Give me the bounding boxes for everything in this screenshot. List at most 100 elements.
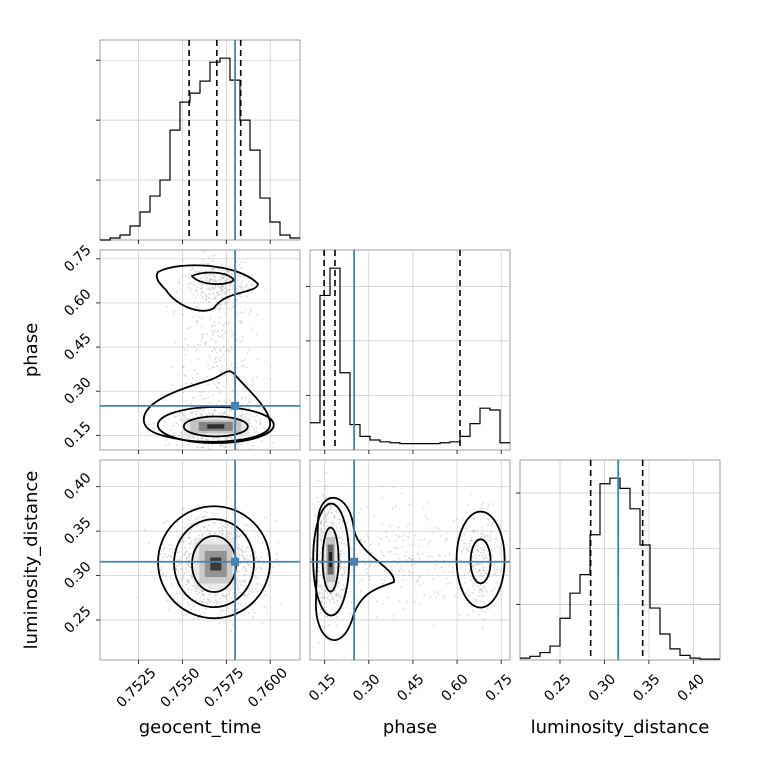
sample-point bbox=[175, 592, 178, 595]
sample-point bbox=[320, 539, 322, 542]
sample-point bbox=[479, 506, 482, 509]
sample-point bbox=[333, 602, 336, 605]
sample-point bbox=[346, 521, 349, 524]
sample-point bbox=[472, 563, 474, 566]
sample-point bbox=[311, 503, 314, 505]
sample-point bbox=[439, 535, 442, 537]
sample-point bbox=[189, 438, 192, 441]
sample-point bbox=[220, 534, 223, 537]
sample-point bbox=[227, 323, 230, 326]
sample-point bbox=[468, 542, 471, 545]
x-tick-label: 0.30 bbox=[350, 671, 383, 704]
sample-point bbox=[241, 280, 244, 283]
sample-point bbox=[201, 437, 204, 440]
sample-point bbox=[477, 570, 480, 573]
sample-point bbox=[383, 579, 386, 582]
sample-point bbox=[244, 286, 246, 289]
sample-point bbox=[360, 539, 363, 542]
sample-point bbox=[333, 505, 336, 508]
sample-point bbox=[188, 543, 190, 545]
sample-point bbox=[203, 342, 206, 345]
sample-point bbox=[221, 286, 224, 288]
sample-point bbox=[475, 600, 478, 603]
sample-point bbox=[379, 538, 382, 540]
sample-point bbox=[314, 549, 317, 552]
sample-point bbox=[437, 527, 440, 530]
x-tick-label: 0.25 bbox=[541, 671, 574, 704]
sample-point bbox=[246, 555, 248, 557]
sample-point bbox=[257, 559, 260, 562]
sample-point bbox=[250, 274, 253, 276]
sample-point bbox=[198, 281, 201, 284]
sample-point bbox=[188, 553, 191, 555]
sample-point bbox=[211, 329, 213, 332]
sample-point bbox=[238, 586, 240, 589]
panel-frame-geocent_time-luminosity_distance bbox=[99, 459, 301, 661]
sample-point bbox=[220, 287, 223, 289]
sample-point bbox=[461, 539, 464, 542]
sample-point bbox=[493, 564, 495, 567]
sample-point bbox=[329, 592, 331, 594]
sample-point bbox=[195, 413, 197, 415]
sample-point bbox=[340, 567, 343, 569]
sample-point bbox=[478, 591, 481, 594]
sample-point bbox=[238, 554, 240, 556]
sample-point bbox=[206, 414, 209, 417]
sample-point bbox=[207, 364, 209, 366]
sample-point bbox=[188, 559, 191, 562]
sample-point bbox=[252, 591, 254, 594]
histogram-luminosity_distance bbox=[520, 477, 720, 660]
sample-point bbox=[224, 399, 227, 402]
sample-point bbox=[235, 362, 238, 365]
sample-point bbox=[487, 607, 489, 610]
sample-point bbox=[227, 323, 230, 325]
y-tick-label: 0.60 bbox=[61, 286, 94, 319]
sample-point bbox=[193, 437, 195, 439]
sample-point bbox=[185, 382, 187, 385]
sample-point bbox=[487, 504, 490, 507]
sample-point bbox=[200, 276, 203, 279]
sample-point bbox=[330, 511, 333, 514]
sample-point bbox=[423, 538, 426, 541]
sample-point bbox=[484, 572, 487, 575]
sample-point bbox=[425, 572, 428, 574]
sample-point bbox=[381, 522, 383, 525]
sample-point bbox=[467, 603, 470, 606]
sample-point bbox=[397, 536, 400, 539]
sample-point bbox=[174, 567, 177, 570]
sample-point bbox=[478, 595, 480, 597]
sample-point bbox=[235, 298, 238, 301]
sample-point bbox=[177, 373, 180, 376]
sample-point bbox=[208, 301, 210, 304]
sample-point bbox=[232, 284, 234, 287]
sample-point bbox=[481, 595, 484, 598]
sample-point bbox=[199, 528, 201, 531]
sample-point bbox=[194, 290, 197, 292]
sample-point bbox=[408, 523, 411, 526]
sample-point bbox=[322, 531, 324, 534]
sample-point bbox=[261, 622, 264, 624]
sample-point bbox=[358, 581, 361, 584]
sample-point bbox=[181, 508, 184, 511]
sample-point bbox=[339, 595, 342, 598]
sample-point bbox=[254, 587, 257, 590]
sample-point bbox=[226, 414, 229, 417]
sample-point bbox=[164, 420, 167, 423]
sample-point bbox=[235, 443, 238, 445]
sample-point bbox=[243, 556, 246, 559]
sample-point bbox=[390, 550, 392, 553]
sample-point bbox=[217, 381, 220, 384]
sample-point bbox=[248, 401, 250, 403]
sample-point bbox=[211, 334, 214, 337]
density-cell bbox=[329, 552, 333, 568]
sample-point bbox=[411, 564, 413, 567]
sample-point bbox=[240, 295, 242, 298]
sample-point bbox=[187, 273, 190, 276]
sample-point bbox=[194, 297, 197, 299]
sample-point bbox=[370, 551, 373, 554]
sample-point bbox=[195, 349, 198, 351]
sample-point bbox=[218, 400, 221, 403]
sample-point bbox=[228, 350, 230, 353]
sample-point bbox=[201, 590, 203, 593]
sample-point bbox=[169, 555, 172, 558]
